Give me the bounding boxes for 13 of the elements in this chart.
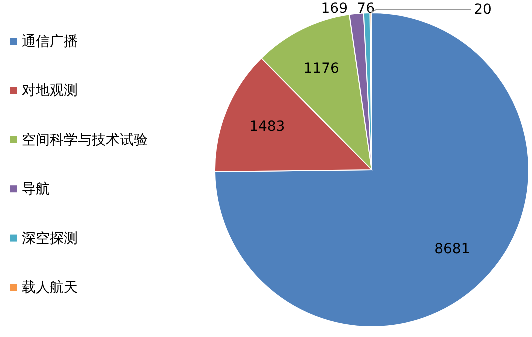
data-label: 76 bbox=[357, 1, 376, 17]
legend-label: 深空探测 bbox=[22, 230, 78, 247]
data-label: 1483 bbox=[250, 119, 286, 136]
data-label: 20 bbox=[474, 2, 492, 18]
legend-label: 空间科学与技术试验 bbox=[22, 132, 148, 148]
legend-label: 对地观测 bbox=[22, 83, 78, 100]
pie-slice bbox=[214, 12, 530, 328]
legend-label: 载人航天 bbox=[22, 280, 78, 296]
data-label: 1176 bbox=[304, 60, 340, 77]
data-label: 8681 bbox=[434, 241, 470, 258]
legend-label: 通信广播 bbox=[22, 34, 78, 50]
legend-label: 导航 bbox=[22, 182, 50, 198]
data-label: 169 bbox=[321, 1, 348, 17]
